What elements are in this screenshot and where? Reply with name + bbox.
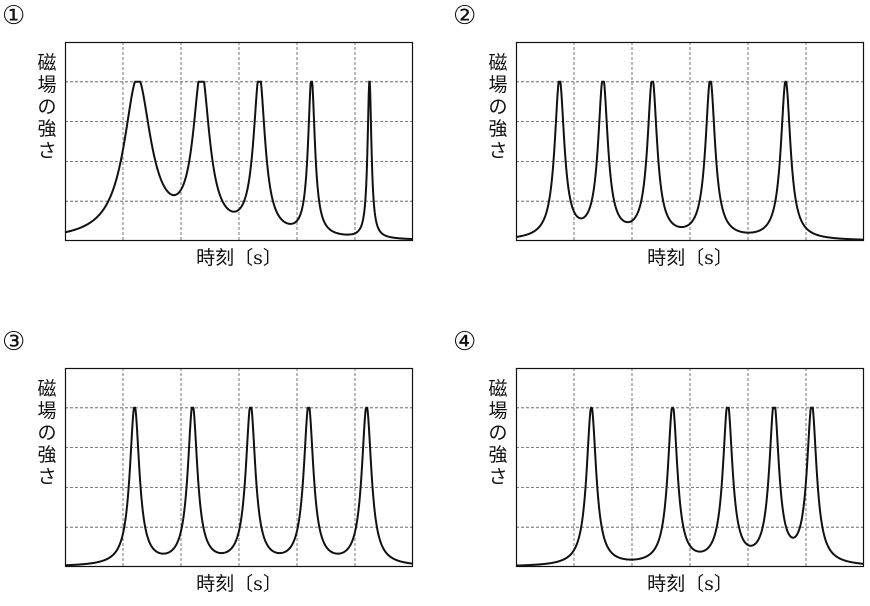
y-axis-label-char: の [36, 96, 58, 118]
chart-plot [65, 368, 413, 567]
series-line [65, 408, 413, 565]
y-axis-label-char: 強 [487, 444, 509, 466]
y-axis-label-char: 場 [487, 74, 509, 96]
series-line [516, 82, 864, 240]
y-axis-label-char: 磁 [36, 52, 58, 74]
y-axis-label-char: の [36, 422, 58, 444]
y-axis-label-char: 場 [487, 400, 509, 422]
x-axis-label: 時刻〔s〕 [65, 572, 413, 596]
chart-panel-1: ① 磁場の強さ 時刻〔s〕 [2, 0, 402, 280]
y-axis-label-char: 強 [487, 118, 509, 140]
y-axis-label-char: さ [487, 140, 509, 162]
x-axis-label: 時刻〔s〕 [516, 572, 864, 596]
y-axis-label-char: 場 [36, 74, 58, 96]
y-axis-label-char: さ [36, 140, 58, 162]
y-axis-label: 磁場の強さ [36, 52, 58, 162]
y-axis-label-char: 磁 [487, 378, 509, 400]
chart-plot [516, 368, 864, 567]
y-axis-label-char: 磁 [487, 52, 509, 74]
chart-panel-4: ④ 磁場の強さ 時刻〔s〕 [453, 326, 853, 606]
y-axis-label-char: 磁 [36, 378, 58, 400]
x-axis-label: 時刻〔s〕 [65, 246, 413, 270]
y-axis-label-char: 強 [36, 444, 58, 466]
y-axis-label-char: 場 [36, 400, 58, 422]
y-axis-label-char: さ [36, 466, 58, 488]
chart-number-label: ③ [2, 326, 32, 358]
chart-plot [516, 42, 864, 241]
chart-number-label: ② [453, 0, 483, 32]
y-axis-label: 磁場の強さ [36, 378, 58, 488]
series-line [516, 408, 864, 566]
chart-plot [65, 42, 413, 241]
y-axis-label-char: の [487, 96, 509, 118]
y-axis-label: 磁場の強さ [487, 378, 509, 488]
series-line [65, 82, 413, 239]
chart-panel-3: ③ 磁場の強さ 時刻〔s〕 [2, 326, 402, 606]
y-axis-label-char: 強 [36, 118, 58, 140]
chart-number-label: ④ [453, 326, 483, 358]
y-axis-label-char: の [487, 422, 509, 444]
chart-number-label: ① [2, 0, 32, 32]
y-axis-label: 磁場の強さ [487, 52, 509, 162]
chart-panel-2: ② 磁場の強さ 時刻〔s〕 [453, 0, 853, 280]
x-axis-label: 時刻〔s〕 [516, 246, 864, 270]
y-axis-label-char: さ [487, 466, 509, 488]
